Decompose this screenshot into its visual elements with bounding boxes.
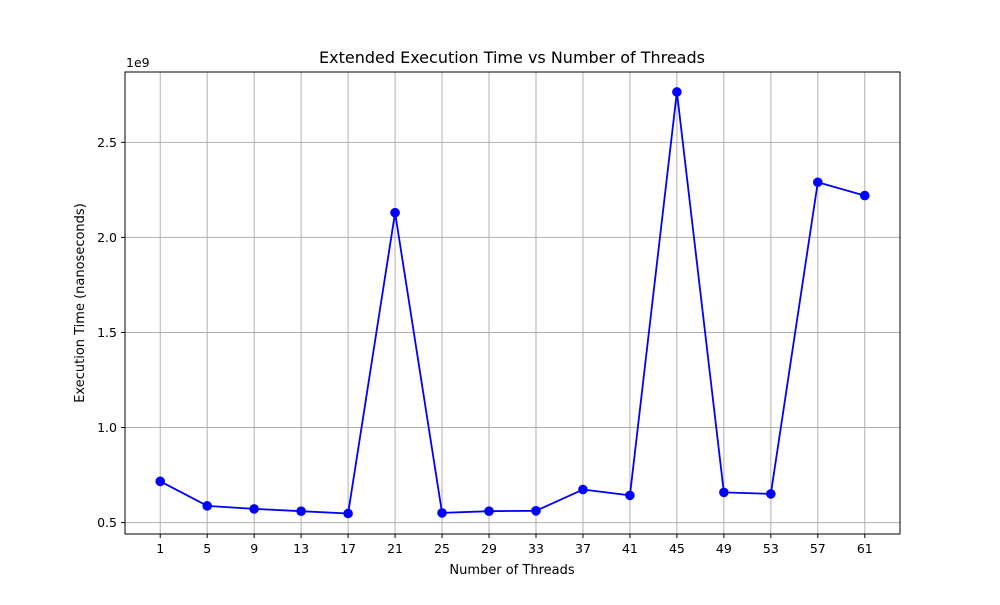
grid — [125, 72, 900, 534]
data-point — [531, 506, 541, 516]
data-point — [296, 506, 306, 516]
data-point — [484, 506, 494, 516]
data-point — [672, 87, 682, 97]
x-tick-label: 49 — [716, 541, 732, 556]
x-tick-label: 57 — [810, 541, 826, 556]
chart-title: Extended Execution Time vs Number of Thr… — [319, 48, 705, 67]
y-tick-label: 1.0 — [97, 420, 117, 435]
series-layer — [155, 87, 870, 519]
x-tick-label: 17 — [340, 541, 356, 556]
y-tick-label: 0.5 — [97, 515, 117, 530]
axes: 1 5 9 13 17 21 25 29 33 37 41 45 49 53 57 61 0.5 1.0 1.5 2.… — [97, 135, 873, 556]
data-point — [202, 501, 212, 511]
data-point — [813, 177, 823, 188]
y-tick-label: 1.5 — [97, 325, 117, 340]
data-point — [390, 207, 400, 218]
data-point — [719, 487, 729, 498]
x-axis-label: Number of Threads — [449, 563, 574, 578]
data-point — [249, 504, 259, 514]
x-tick-label: 33 — [528, 541, 544, 556]
y-tick-label: 2.0 — [97, 230, 117, 245]
y-tick-label: 2.5 — [97, 135, 117, 150]
series-line — [159, 91, 866, 515]
data-point — [859, 190, 870, 201]
data-point — [437, 508, 447, 518]
x-tick-label: 21 — [387, 541, 403, 556]
data-point — [155, 476, 166, 487]
x-tick-label: 61 — [857, 541, 873, 556]
x-tick-label: 29 — [481, 541, 497, 556]
x-tick-label: 53 — [763, 541, 779, 556]
y-axis-label: Execution Time (nanoseconds) — [73, 203, 88, 403]
x-tick-label: 25 — [434, 541, 450, 556]
y-axis-offset-text: 1e9 — [126, 55, 150, 70]
x-tick-label: 13 — [293, 541, 309, 556]
x-tick-label: 41 — [622, 541, 638, 556]
data-point — [625, 490, 635, 501]
data-point — [343, 508, 353, 519]
x-tick-label: 5 — [203, 541, 211, 556]
x-tick-label: 37 — [575, 541, 591, 556]
x-tick-label: 9 — [250, 541, 258, 556]
x-tick-label: 45 — [669, 541, 685, 556]
x-tick-label: 1 — [156, 541, 164, 556]
data-point — [766, 489, 776, 499]
plot-frame — [124, 71, 901, 535]
data-point — [578, 484, 588, 495]
